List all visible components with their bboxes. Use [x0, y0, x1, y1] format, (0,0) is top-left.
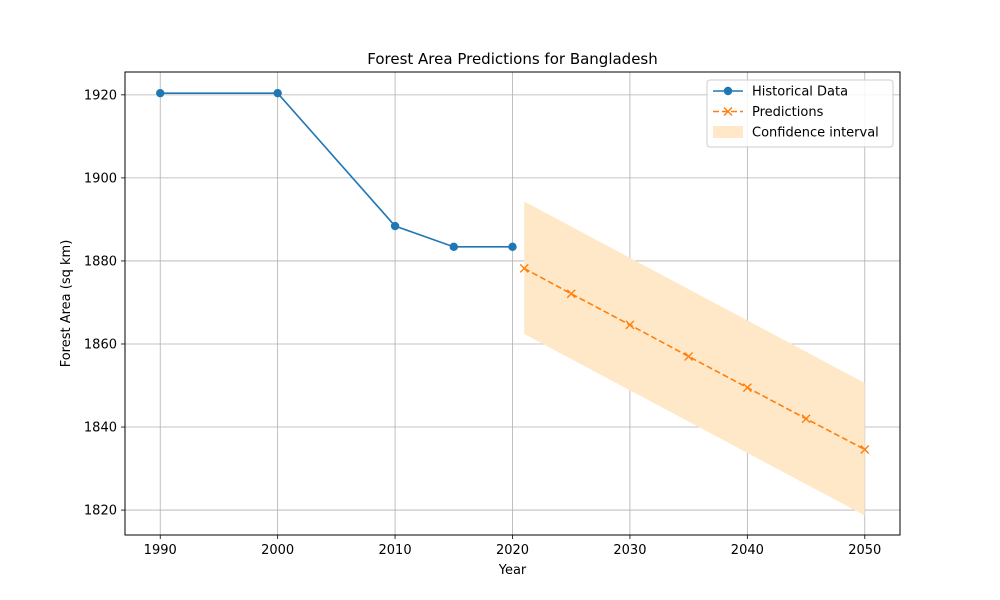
y-tick-label: 1880: [84, 254, 117, 269]
historical-point: [449, 242, 458, 252]
prediction-point: [625, 320, 635, 330]
y-axis-label: Forest Area (sq km): [59, 240, 74, 368]
legend-swatch-band: [713, 126, 743, 138]
y-tick-label: 1860: [84, 337, 117, 352]
prediction-marker-stroke: [566, 289, 576, 299]
x-tick-label: 1990: [144, 543, 177, 558]
legend-label: Confidence interval: [752, 126, 879, 141]
x-tick-label: 2020: [496, 543, 529, 558]
x-tick-label: 2000: [261, 543, 294, 558]
prediction-marker-stroke: [860, 444, 870, 454]
historical-line: [160, 92, 513, 248]
tick-layer: 1990 2000 2010 2020 2030 2040 2050 1820 1840 1860…: [84, 88, 881, 558]
x-tick-label: 2050: [848, 543, 881, 558]
legend-entry: Confidence interval: [713, 126, 879, 141]
historical-point: [508, 242, 517, 252]
confidence-interval-layer: [524, 201, 865, 516]
historical-point: [390, 221, 400, 231]
legend: Historical Data Predictions Confidence int…: [706, 79, 894, 148]
historical-point: [156, 88, 165, 98]
y-tick-label: 1820: [84, 504, 117, 519]
legend-label: Predictions: [752, 105, 824, 120]
legend-label: Historical Data: [752, 85, 848, 100]
prediction-marker-stroke: [742, 383, 752, 393]
legend-box: [706, 79, 894, 148]
x-tick-label: 2010: [379, 543, 412, 558]
prediction-marker-stroke: [684, 351, 694, 361]
y-tick-label: 1920: [84, 88, 117, 103]
prediction-point: [742, 383, 752, 393]
prediction-point: [801, 414, 811, 424]
historical-point: [273, 88, 282, 98]
prediction-marker-stroke: [625, 320, 635, 330]
prediction-point: [684, 351, 694, 361]
confidence-interval-band: [524, 201, 865, 516]
x-tick-label: 2030: [613, 543, 646, 558]
y-tick-label: 1840: [84, 421, 117, 436]
prediction-marker-stroke: [801, 414, 811, 424]
prediction-point: [566, 289, 576, 299]
prediction-point: [860, 444, 870, 454]
chart-title: Forest Area Predictions for Bangladesh: [367, 50, 658, 68]
legend-marker: [723, 86, 733, 96]
y-tick-label: 1900: [84, 171, 117, 186]
x-tick-label: 2040: [731, 543, 764, 558]
prediction-point: [519, 263, 529, 273]
legend-entry: Historical Data: [713, 85, 848, 100]
x-axis-label: Year: [498, 563, 527, 578]
legend-entry: Predictions: [713, 105, 824, 120]
prediction-marker-stroke: [519, 263, 529, 273]
series-layer: [156, 88, 870, 454]
legend-marker: [723, 107, 733, 116]
